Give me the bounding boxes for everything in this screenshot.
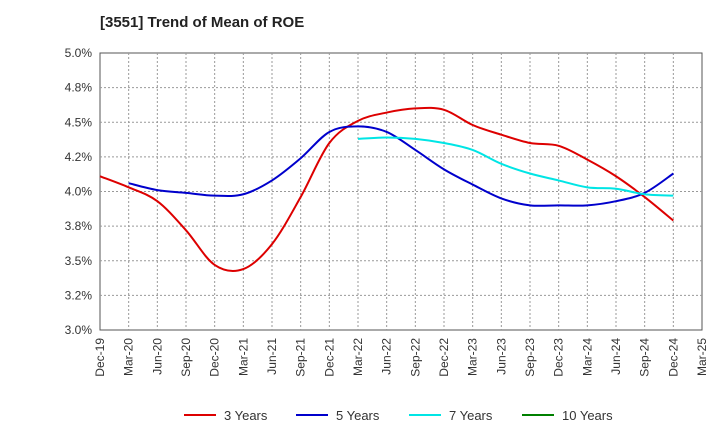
x-tick-label: Dec-19: [93, 338, 107, 377]
y-tick-label: 5.0%: [65, 46, 93, 60]
y-axis-tick-labels: 3.0% 3.2% 3.5% 3.8% 4.0% 4.2% 4.5% 4.8% 5.0%: [65, 46, 93, 337]
x-tick-label: Mar-21: [236, 338, 250, 376]
x-tick-label: Jun-23: [494, 338, 508, 375]
y-tick-label: 4.8%: [65, 81, 93, 95]
x-tick-label: Dec-21: [322, 338, 336, 377]
x-tick-label: Dec-20: [208, 338, 222, 377]
legend-label-5-years: 5 Years: [336, 408, 380, 423]
x-tick-label: Mar-23: [466, 338, 480, 376]
series-lines: [99, 106, 674, 272]
x-tick-label: Mar-24: [580, 338, 594, 376]
y-tick-label: 4.0%: [65, 185, 93, 199]
x-tick-label: Dec-22: [437, 338, 451, 377]
x-tick-label: Jun-24: [609, 338, 623, 375]
y-tick-label: 3.2%: [65, 288, 93, 302]
chart-title: [3551] Trend of Mean of ROE: [100, 14, 304, 31]
x-tick-label: Dec-23: [552, 338, 566, 377]
x-tick-label: Mar-22: [351, 338, 365, 376]
y-tick-label: 3.8%: [65, 219, 93, 233]
x-tick-label: Jun-20: [150, 338, 164, 375]
legend: 3 Years 5 Years 7 Years 10 Years: [184, 408, 613, 423]
x-tick-label: Sep-22: [408, 338, 422, 377]
series-line-3-years: [99, 106, 674, 272]
x-tick-label: Mar-20: [122, 338, 136, 376]
y-tick-label: 4.5%: [65, 115, 93, 129]
legend-label-10-years: 10 Years: [562, 408, 613, 423]
series-line-7-years: [357, 136, 674, 197]
y-tick-label: 3.5%: [65, 254, 93, 268]
x-tick-label: Dec-24: [666, 338, 680, 377]
y-tick-label: 3.0%: [65, 323, 93, 337]
x-tick-label: Sep-24: [638, 338, 652, 377]
x-axis-tick-labels: Dec-19 Mar-20 Jun-20 Sep-20 Dec-20 Mar-21 Jun-…: [93, 338, 709, 377]
x-tick-label: Sep-21: [294, 338, 308, 377]
legend-label-7-years: 7 Years: [449, 408, 493, 423]
x-tick-label: Jun-21: [265, 338, 279, 375]
x-tick-label: Jun-22: [380, 338, 394, 375]
grid-lines: [100, 53, 702, 330]
series-line-5-years: [128, 125, 674, 207]
x-tick-label: Sep-23: [523, 338, 537, 377]
x-tick-label: Sep-20: [179, 338, 193, 377]
y-tick-label: 4.2%: [65, 150, 93, 164]
x-tick-label: Mar-25: [695, 338, 709, 376]
legend-label-3-years: 3 Years: [224, 408, 268, 423]
